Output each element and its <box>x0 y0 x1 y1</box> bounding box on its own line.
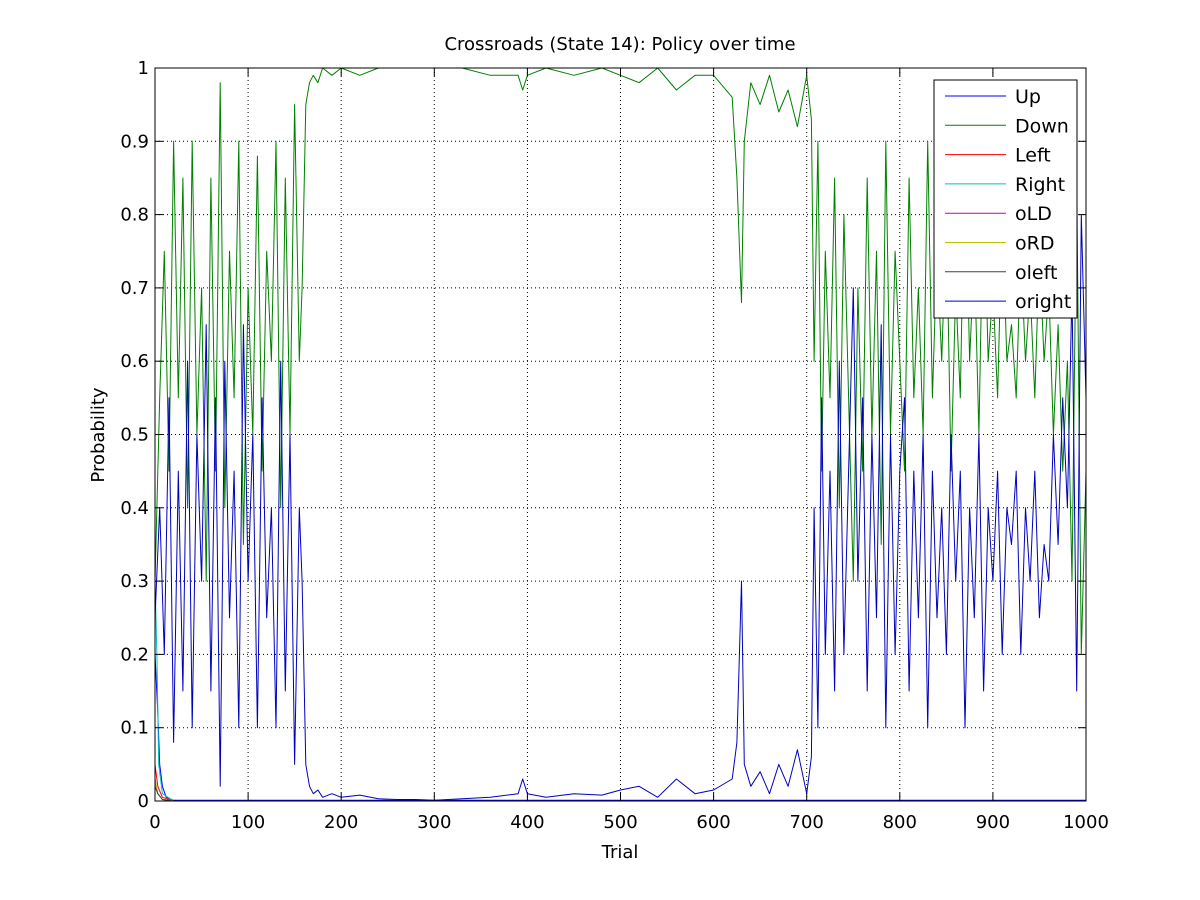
x-tick-label: 600 <box>696 812 730 833</box>
y-tick-label: 0.1 <box>120 718 149 739</box>
y-axis-label: Probability <box>88 387 109 482</box>
y-tick-label: 0.2 <box>120 644 149 665</box>
legend-label-old: oLD <box>1015 203 1052 225</box>
y-tick-label: 0.7 <box>120 278 149 299</box>
x-tick-label: 100 <box>231 812 265 833</box>
legend-label-right: Right <box>1015 174 1065 196</box>
x-tick-label: 900 <box>976 812 1010 833</box>
y-tick-label: 0.9 <box>120 131 149 152</box>
x-tick-label: 500 <box>603 812 637 833</box>
series-line-up <box>154 654 1086 801</box>
axis-ticks: 0 100 200 300 400 500 600 700 800 900 1000 0 0.1 0.2 0… <box>120 58 1109 833</box>
series-line-oright <box>154 214 1087 801</box>
chart-title: Crossroads (State 14): Policy over time <box>444 34 795 55</box>
legend-label-oright: oright <box>1015 291 1071 313</box>
plot-area <box>155 68 1086 801</box>
legend-label-down: Down <box>1015 115 1069 137</box>
y-tick-label: 0.6 <box>120 351 149 372</box>
x-tick-label: 300 <box>417 812 451 833</box>
y-tick-label: 0.5 <box>120 425 149 446</box>
y-tick-label: 0.8 <box>120 205 149 226</box>
y-tick-label: 0.4 <box>120 498 149 519</box>
legend-label-left: Left <box>1015 145 1051 167</box>
legend-label-up: Up <box>1015 86 1041 108</box>
x-tick-label: 800 <box>883 812 917 833</box>
x-tick-label: 700 <box>790 812 824 833</box>
legend-label-ord: oRD <box>1015 233 1054 255</box>
legend-label-oleft: oleft <box>1015 262 1057 284</box>
y-tick-label: 0 <box>138 791 149 812</box>
x-tick-label: 1000 <box>1063 812 1109 833</box>
x-axis-label: Trial <box>601 842 639 863</box>
y-tick-label: 0.3 <box>120 571 149 592</box>
y-tick-label: 1 <box>138 58 149 79</box>
x-tick-label: 200 <box>324 812 358 833</box>
legend-box <box>933 79 1078 319</box>
x-tick-label: 400 <box>510 812 544 833</box>
legend: Up Down Left Right oLD oRD oleft oright <box>933 79 1078 319</box>
x-tick-label: 0 <box>149 812 160 833</box>
